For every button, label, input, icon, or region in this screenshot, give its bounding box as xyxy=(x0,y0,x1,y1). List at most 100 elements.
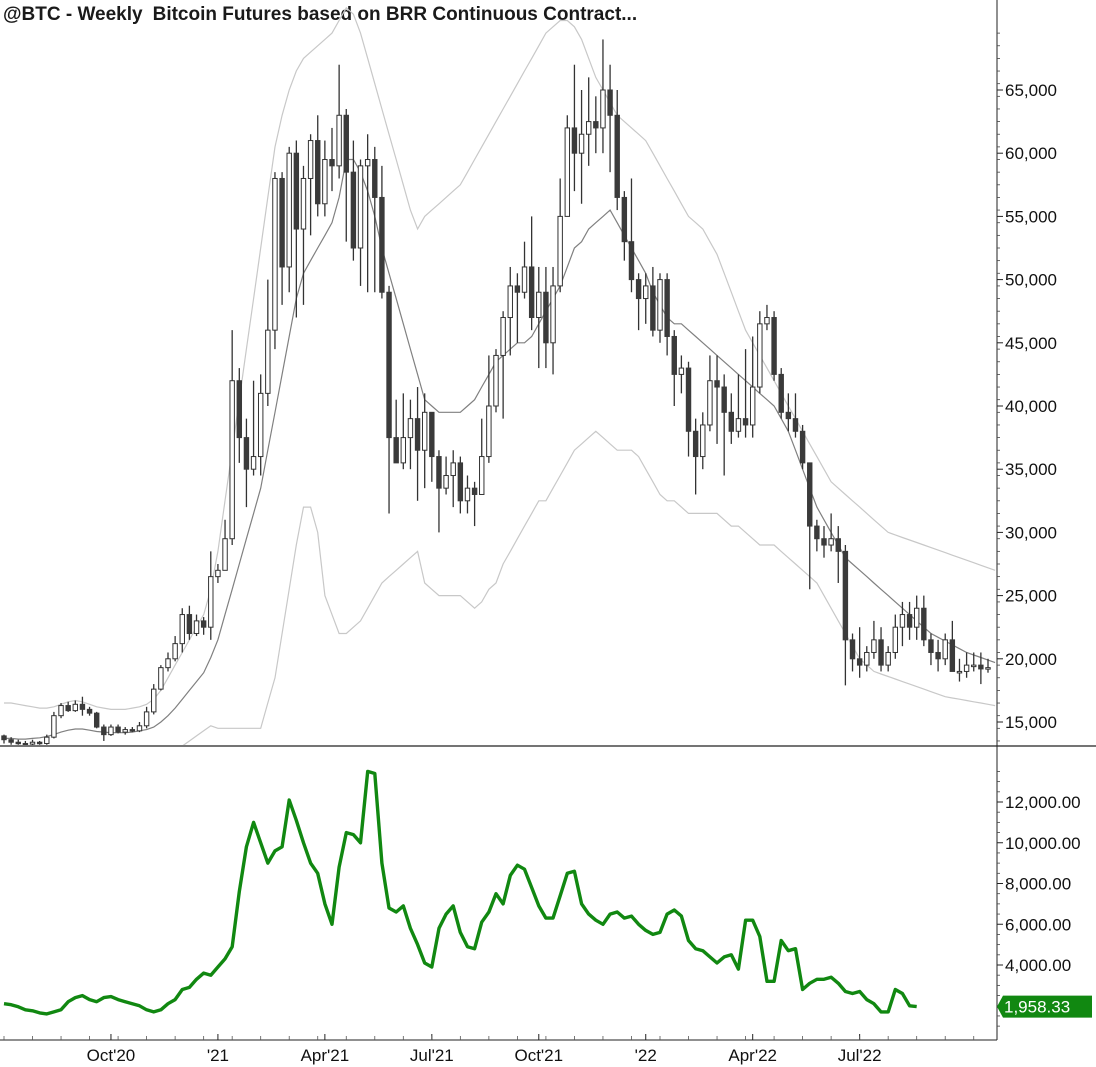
candle xyxy=(742,349,749,438)
candle-body-up xyxy=(29,741,36,745)
candle-body-down xyxy=(386,291,392,439)
candle xyxy=(336,64,342,179)
candle xyxy=(44,734,50,745)
candle xyxy=(15,739,21,745)
candle xyxy=(315,115,321,217)
candle xyxy=(664,273,670,356)
candle-body-up xyxy=(158,667,164,690)
candle-body-up xyxy=(749,386,756,426)
candle xyxy=(799,424,806,470)
last-value-badge-bg xyxy=(997,995,1092,1018)
candle-body-down xyxy=(714,380,720,388)
candle-body-down xyxy=(457,462,464,502)
candle xyxy=(528,216,535,331)
candle-body-up xyxy=(757,323,763,388)
price-ytick-label: 60,000 xyxy=(1005,144,1057,163)
candle xyxy=(72,700,79,712)
candle xyxy=(400,393,407,470)
candle xyxy=(186,605,193,640)
candle-body-up xyxy=(521,266,528,293)
candle xyxy=(814,519,820,552)
candle-body-down xyxy=(471,487,478,495)
candle xyxy=(650,266,656,337)
candle-body-up xyxy=(557,215,563,287)
candle xyxy=(685,361,692,457)
candle-body-up xyxy=(913,607,920,628)
candle xyxy=(414,387,421,501)
candle xyxy=(279,172,285,305)
contract-description: Bitcoin Futures based on BRR Continuous … xyxy=(152,4,638,25)
candle-body-up xyxy=(300,177,307,230)
candle-body-up xyxy=(892,626,899,653)
candle xyxy=(600,39,606,154)
candle-body-down xyxy=(65,705,71,712)
candle xyxy=(208,551,214,640)
candle-body-up xyxy=(322,159,328,205)
candle xyxy=(507,266,513,356)
candle-body-down xyxy=(635,279,642,300)
price-ytick-label: 30,000 xyxy=(1005,523,1057,542)
candle xyxy=(379,165,385,299)
candle-body-up xyxy=(507,285,513,319)
candle-body-down xyxy=(692,430,699,458)
price-ytick-label: 25,000 xyxy=(1005,587,1057,606)
candle-body-up xyxy=(286,152,292,268)
candle-body-up xyxy=(657,279,663,331)
candle xyxy=(450,450,456,508)
candle xyxy=(728,393,735,444)
candle-body-down xyxy=(101,726,107,736)
candle-body-down xyxy=(906,614,913,628)
candle-body-down xyxy=(393,437,399,464)
candle-body-up xyxy=(44,736,50,744)
x-tick-label: Apr'21 xyxy=(301,1046,350,1065)
candle-body-up xyxy=(678,367,685,375)
candle-body-down xyxy=(614,114,620,198)
candle xyxy=(771,311,777,381)
candle xyxy=(443,456,449,495)
candle xyxy=(179,608,185,653)
candle xyxy=(878,627,884,672)
indicator-ytick-label: 6,000.00 xyxy=(1005,915,1071,934)
candle xyxy=(65,701,71,712)
candle xyxy=(764,304,770,331)
candle-body-up xyxy=(364,159,371,167)
indicator-ytick-label: 8,000.00 xyxy=(1005,875,1071,894)
candle xyxy=(51,711,57,739)
candle xyxy=(956,658,963,682)
candle-body-down xyxy=(329,159,335,167)
candle-body-up xyxy=(871,639,877,653)
candle xyxy=(921,595,927,647)
candle xyxy=(928,633,934,666)
candle xyxy=(407,399,414,470)
candle-body-up xyxy=(250,456,257,470)
price-panel xyxy=(1,6,996,745)
candle-body-up xyxy=(963,664,970,672)
candle-body-up xyxy=(307,140,314,179)
x-tick-label: '22 xyxy=(635,1046,657,1065)
candle-body-up xyxy=(122,729,128,733)
candle-body-down xyxy=(414,418,421,451)
candle-body-down xyxy=(842,550,849,641)
symbol-label: @BTC - Weekly xyxy=(3,4,143,25)
price-ytick-label: 45,000 xyxy=(1005,334,1057,353)
candle-body-up xyxy=(151,688,157,713)
candle xyxy=(913,595,920,640)
candle-body-down xyxy=(372,159,378,198)
candle xyxy=(243,418,250,508)
candle xyxy=(151,684,157,715)
candle xyxy=(236,368,243,463)
candle xyxy=(700,412,706,470)
candle-body-up xyxy=(536,291,542,319)
candle-body-down xyxy=(8,739,14,743)
candle xyxy=(735,374,742,438)
candle-body-down xyxy=(514,285,521,293)
indicator-ytick-label: 4,000.00 xyxy=(1005,956,1071,975)
candle-body-up xyxy=(72,703,79,712)
candle xyxy=(229,330,235,546)
candle xyxy=(607,64,613,173)
candle xyxy=(856,627,863,678)
candle-body-down xyxy=(792,418,799,432)
candle-body-up xyxy=(58,705,64,717)
candle-body-up xyxy=(229,380,235,540)
